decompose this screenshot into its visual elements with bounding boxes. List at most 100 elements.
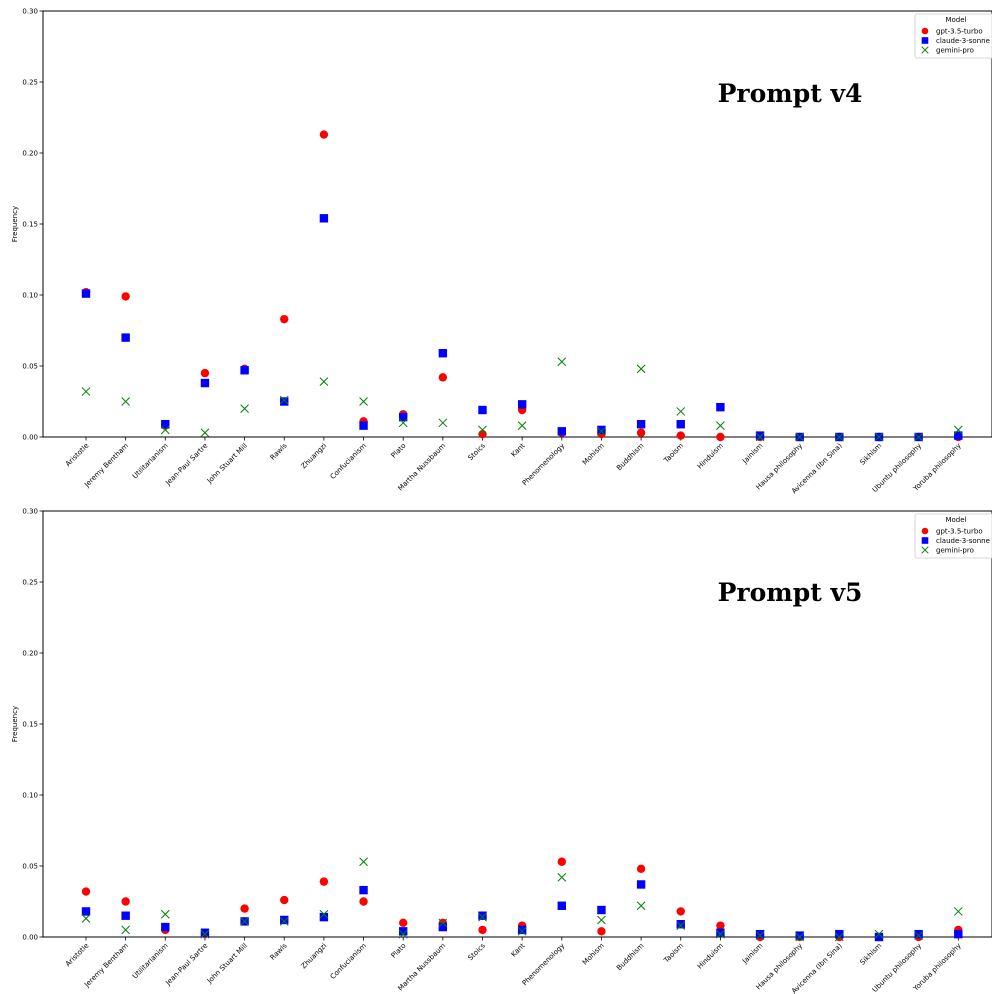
data-point — [953, 425, 963, 435]
data-point — [81, 914, 91, 923]
data-point — [200, 368, 210, 378]
data-point — [795, 931, 804, 940]
x-tick-label: Jainism — [740, 442, 764, 466]
x-tick-label: Sikhism — [858, 442, 883, 467]
data-point — [636, 420, 646, 429]
data-point — [81, 387, 91, 396]
x-tick-label: John Stuart Mill — [205, 442, 249, 486]
data-point — [240, 917, 249, 926]
data-point — [359, 421, 368, 430]
data-point — [398, 929, 408, 939]
y-tick-label: 0.05 — [22, 363, 38, 371]
data-point — [676, 420, 685, 429]
legend-label: gemini-pro — [936, 47, 974, 55]
data-point — [359, 885, 368, 895]
data-point — [676, 921, 686, 930]
data-point — [676, 920, 685, 929]
data-point — [319, 877, 329, 886]
x-tick-label: Jean-Paul Sartre — [164, 442, 210, 488]
data-point — [359, 897, 368, 906]
y-tick-label: 0.00 — [22, 934, 38, 942]
y-tick-label: 0.25 — [22, 79, 38, 87]
data-point — [280, 895, 289, 905]
x-tick-label: Plato — [390, 442, 408, 460]
legend-box — [914, 513, 992, 559]
data-point — [517, 926, 527, 936]
data-point — [953, 907, 963, 916]
x-tick-label: Confucianism — [329, 442, 368, 481]
x-tick-label: Zhuangzi — [300, 942, 329, 971]
x-tick-label: Aristotle — [64, 442, 90, 468]
data-point — [636, 428, 646, 437]
legend-title: Model — [945, 16, 966, 24]
data-point — [478, 425, 487, 435]
data-point — [438, 349, 448, 358]
data-point — [319, 214, 329, 223]
x-tick-label: John Stuart Mill — [205, 942, 249, 986]
legend-marker — [921, 537, 929, 544]
data-point — [914, 931, 924, 940]
data-point — [280, 397, 289, 406]
x-tick-label: Kant — [510, 942, 527, 959]
data-point — [200, 428, 210, 438]
data-point — [636, 901, 646, 911]
data-point — [399, 927, 408, 936]
data-point — [874, 432, 884, 442]
legend-marker — [921, 546, 929, 554]
y-tick-label: 0.30 — [22, 508, 38, 516]
prompt-annotation: Prompt v4 — [718, 79, 863, 108]
x-tick-label: Jeremy Bentham — [82, 942, 130, 990]
legend-label: claude-3-sonne — [936, 537, 990, 545]
data-point — [438, 373, 448, 382]
data-point — [676, 431, 685, 440]
data-point — [478, 405, 487, 415]
x-tick-label: Taoism — [662, 442, 686, 466]
data-point — [914, 432, 924, 442]
data-point — [636, 864, 646, 874]
y-tick-label: 0.20 — [22, 150, 38, 158]
x-tick-label: Stoics — [466, 442, 487, 463]
data-point — [874, 929, 884, 939]
data-point — [874, 932, 884, 942]
x-tick-label: Utilitarianism — [131, 442, 170, 481]
data-point — [716, 421, 725, 430]
x-tick-label: Rawls — [269, 942, 289, 962]
data-point — [81, 289, 91, 298]
data-point — [279, 395, 289, 405]
data-point — [795, 432, 805, 442]
y-axis-label: Frequency — [11, 206, 19, 242]
x-tick-label: Jean-Paul Sartre — [164, 942, 210, 988]
data-point — [279, 917, 289, 926]
data-point — [438, 418, 448, 428]
data-point — [121, 897, 130, 906]
y-tick-label: 0.30 — [22, 8, 38, 16]
data-point — [597, 905, 606, 915]
data-point — [399, 412, 408, 422]
data-point — [81, 887, 91, 896]
data-point — [755, 432, 765, 442]
data-point — [835, 929, 844, 939]
data-point — [716, 432, 725, 442]
legend-label: gpt-3.5-turbo — [936, 28, 983, 36]
data-point — [676, 907, 685, 916]
data-point — [795, 932, 805, 942]
x-tick-label: Hinduism — [696, 942, 725, 971]
x-tick-label: Mohism — [581, 442, 606, 467]
y-tick-label: 0.10 — [22, 292, 38, 300]
prompt-annotation: Prompt v5 — [718, 578, 863, 607]
plot-frame — [42, 510, 992, 938]
chart-panel-2: 0.00 0.05 0.10 0.15 0.20 0.25 0.30 Frequency Ari… — [11, 508, 992, 994]
data-point — [636, 880, 646, 889]
data-point — [200, 928, 210, 937]
legend-marker — [921, 37, 929, 44]
data-point — [834, 432, 844, 442]
data-point — [359, 397, 368, 406]
data-point — [676, 407, 686, 416]
data-point — [478, 925, 487, 935]
data-point — [160, 909, 170, 919]
x-tick-label: Jeremy Bentham — [82, 442, 130, 490]
data-point — [597, 426, 606, 436]
y-tick-label: 0.20 — [22, 650, 38, 658]
data-point — [478, 912, 487, 922]
